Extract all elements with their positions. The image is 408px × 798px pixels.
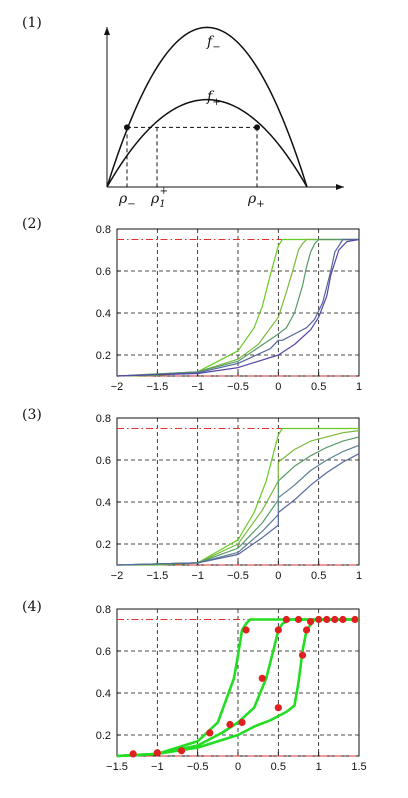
series-line-3 [116, 238, 359, 377]
plot-panel-3: −2 −1.5 −1 −0.5 0 0.5 1 0.2 0.4 0.6 0.8 [96, 413, 362, 582]
data-point [274, 626, 282, 634]
data-point [315, 615, 323, 624]
series-line-2 [116, 436, 360, 566]
rho-1-plus-label: ρ1+ [150, 186, 168, 210]
data-point [153, 749, 161, 757]
panel-label-4: (4) [22, 599, 42, 615]
y-tick-label: 0.2 [96, 350, 111, 362]
plot-panel-4: −1.5 −1 −0.5 0 0.5 1 1.5 0.2 0.4 0.6 0.8 [96, 604, 367, 773]
data-point [294, 615, 303, 624]
y-tick-label: 0.8 [96, 604, 111, 616]
plot-panel-2: −2 −1.5 −1 −0.5 0 0.5 1 0.2 0.4 0.6 0.8 [96, 224, 362, 393]
panel-label-1: (1) [22, 15, 42, 31]
y-tick-label: 0.4 [96, 497, 111, 509]
data-point [307, 618, 315, 626]
data-point [274, 704, 282, 712]
x-tick-label: −0.5 [187, 761, 209, 773]
y-tick-label: 0.2 [96, 730, 111, 742]
x-tick-label: 1.5 [351, 761, 366, 773]
series-line-2 [116, 238, 359, 377]
x-tick-label: 0 [275, 381, 281, 393]
x-tick-label: −1.5 [146, 381, 168, 393]
x-tick-label: −1 [191, 570, 204, 582]
y-tick-label: 0.6 [96, 266, 111, 278]
x-tick-label: −0.5 [227, 570, 249, 582]
f-plus-curve [106, 98, 308, 188]
data-point [242, 626, 250, 634]
series-line-4 [116, 453, 360, 566]
series-line-3 [116, 444, 360, 566]
data-point [323, 615, 331, 624]
data-point [351, 615, 359, 624]
marker-1 [254, 124, 260, 131]
marker-0 [124, 124, 130, 131]
y-tick-label: 0.6 [96, 455, 111, 467]
x-tick-label: −1.5 [106, 761, 128, 773]
x-tick-label: 0.5 [311, 570, 326, 582]
y-tick-label: 0.2 [96, 539, 111, 551]
data-point [298, 651, 307, 659]
x-tick-label: −1 [191, 381, 204, 393]
series-line-0 [117, 427, 359, 566]
data-point [258, 674, 266, 682]
series-line-1 [116, 618, 359, 758]
panel-label-3: (3) [22, 407, 42, 423]
data-point [302, 626, 311, 634]
x-axis-arrow [336, 184, 344, 190]
series-line-4 [116, 238, 360, 377]
x-tick-label: −2 [111, 570, 124, 582]
y-tick-label: 0.8 [96, 224, 111, 236]
f-minus-label: f− [206, 34, 221, 53]
data-point [238, 718, 246, 727]
x-tick-label: 0 [275, 570, 281, 582]
y-tick-label: 0.8 [96, 413, 111, 425]
x-tick-label: 0 [235, 761, 241, 773]
rho-plus-label: ρ+ [247, 191, 265, 210]
y-axis-arrow [104, 27, 110, 35]
series-line-1 [116, 238, 359, 377]
data-point [129, 750, 137, 758]
y-tick-label: 0.6 [96, 646, 111, 658]
x-tick-label: −1 [151, 761, 164, 773]
f-plus-label: f+ [206, 89, 221, 108]
x-tick-label: 0.5 [311, 381, 326, 393]
x-tick-label: −0.5 [227, 381, 249, 393]
x-tick-label: 1 [316, 761, 322, 773]
data-point [339, 615, 347, 624]
x-tick-label: −1.5 [146, 570, 168, 582]
data-point [177, 747, 186, 755]
panel-label-2: (2) [22, 216, 42, 232]
y-tick-label: 0.4 [96, 308, 111, 320]
rho-minus-label: ρ− [118, 191, 136, 210]
f-minus-curve [106, 26, 308, 188]
series-line-0 [116, 618, 359, 758]
x-tick-label: 1 [356, 570, 362, 582]
flux-sketch-panel: f− f+ ρ− ρ1+ ρ+ [104, 26, 344, 210]
data-point [226, 720, 234, 729]
data-point [282, 615, 290, 624]
x-tick-label: 1 [356, 381, 362, 393]
y-tick-label: 0.4 [96, 688, 111, 700]
data-point [206, 729, 214, 737]
data-point [331, 615, 339, 624]
x-tick-label: −2 [111, 381, 124, 393]
series-line-1 [116, 430, 360, 566]
x-tick-label: 0.5 [271, 761, 286, 773]
